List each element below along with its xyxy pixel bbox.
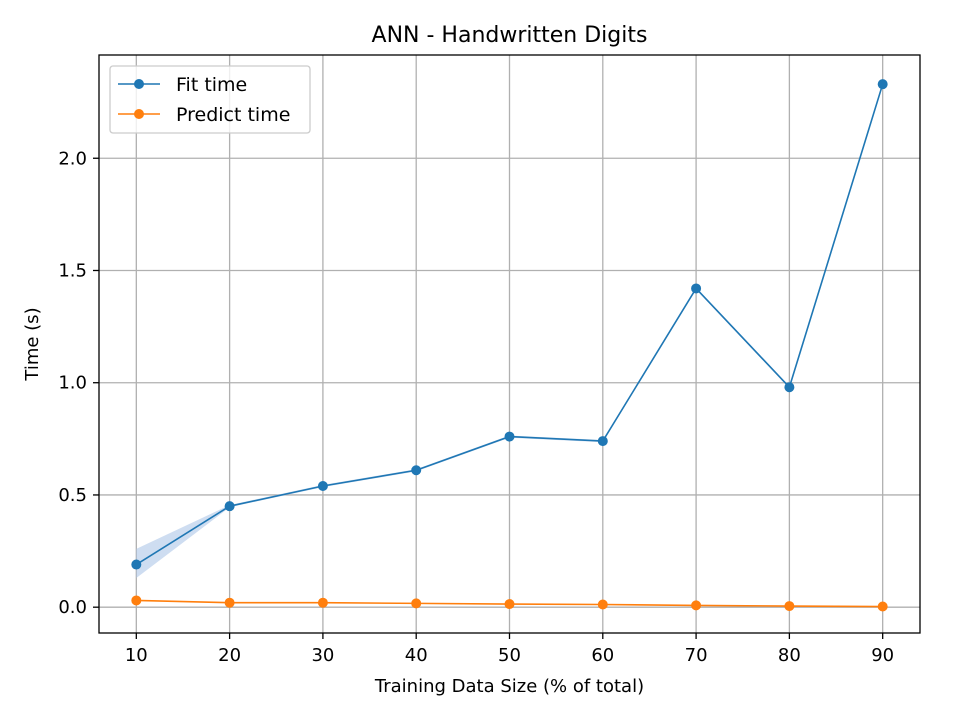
y-tick-label: 2.0 <box>58 148 87 169</box>
data-point <box>504 431 515 442</box>
grid <box>99 55 920 633</box>
y-tick-label: 0.5 <box>58 485 87 506</box>
data-point <box>317 597 328 608</box>
y-axis-title: Time (s) <box>22 307 43 381</box>
x-tick-label: 50 <box>498 645 521 666</box>
data-point <box>877 601 888 612</box>
data-point <box>691 283 702 294</box>
data-point <box>691 600 702 611</box>
data-point <box>784 601 795 612</box>
x-axis-title: Training Data Size (% of total) <box>374 676 644 697</box>
chart-title: ANN - Handwritten Digits <box>372 23 648 48</box>
legend-label: Predict time <box>176 104 290 126</box>
x-tick-label: 30 <box>311 645 334 666</box>
legend-marker <box>134 79 144 89</box>
legend-label: Fit time <box>176 74 247 96</box>
data-point <box>131 559 142 570</box>
data-point <box>317 480 328 491</box>
data-point <box>597 436 608 447</box>
x-tick-label: 60 <box>591 645 614 666</box>
series-lines <box>131 79 888 612</box>
data-point <box>131 595 142 606</box>
x-tick-label: 40 <box>405 645 428 666</box>
x-tick-label: 20 <box>218 645 241 666</box>
data-point <box>224 501 235 512</box>
x-tick-label: 90 <box>871 645 894 666</box>
data-point <box>784 382 795 393</box>
legend: Fit time Predict time <box>109 65 311 134</box>
y-tick-label: 0.0 <box>58 597 87 618</box>
data-point <box>504 599 515 610</box>
legend-box <box>109 65 311 134</box>
data-point <box>877 79 888 90</box>
data-point <box>597 599 608 610</box>
legend-marker <box>134 109 144 119</box>
y-tick-label: 1.0 <box>58 373 87 394</box>
x-tick-label: 10 <box>125 645 148 666</box>
axis-ticks: 10 20 30 40 50 60 70 80 90 0.0 0.5 1.0 1.5 2.0 <box>58 148 894 666</box>
data-point <box>224 597 235 608</box>
x-tick-label: 80 <box>778 645 801 666</box>
data-point <box>411 598 422 609</box>
data-point <box>411 465 422 476</box>
x-tick-label: 70 <box>685 645 708 666</box>
y-tick-label: 1.5 <box>58 260 87 281</box>
